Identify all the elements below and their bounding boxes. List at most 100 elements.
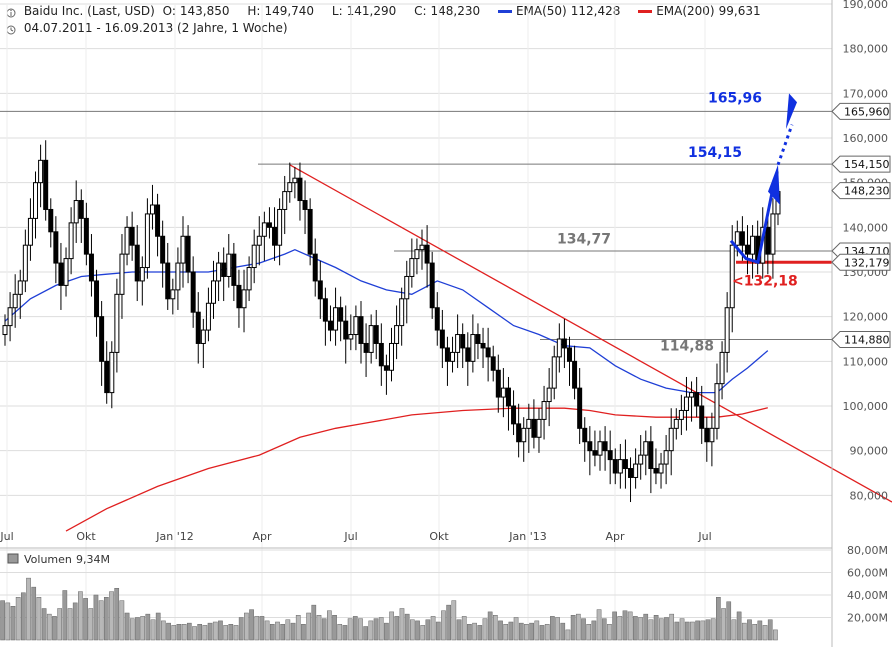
y-tick-label: 180,000 <box>843 43 889 56</box>
date-range: 04.07.2011 - 16.09.2013 (2 Jahre, 1 Woch… <box>23 21 288 35</box>
volume-bar <box>773 629 778 641</box>
volume-bar <box>114 588 120 641</box>
candle <box>63 247 69 297</box>
volume-bar <box>601 618 607 641</box>
candle <box>211 260 217 319</box>
candle <box>78 189 84 243</box>
volume-bar <box>389 611 394 641</box>
price-tag-label: 132,179 <box>844 256 890 269</box>
candle <box>343 305 349 364</box>
candle-body <box>658 463 664 474</box>
candle-body <box>134 244 140 282</box>
y-tick-label: 100,000 <box>843 400 889 413</box>
y-tick-label: 160,000 <box>843 132 889 145</box>
volume-bar <box>482 618 488 641</box>
candle-body <box>48 208 54 233</box>
candle-body <box>205 302 211 331</box>
volume-bar <box>347 618 353 641</box>
candle-body <box>546 387 552 403</box>
y-tick-label: 140,000 <box>843 221 889 234</box>
volume-bar <box>420 625 426 641</box>
candle <box>526 403 532 453</box>
volume-bar <box>477 625 483 641</box>
candle <box>73 180 79 243</box>
y-tick-label: 170,000 <box>843 87 889 100</box>
volume-bar <box>15 597 21 641</box>
candle-body <box>368 325 374 353</box>
candle-body <box>541 401 547 420</box>
volume-bar <box>430 616 436 641</box>
candle-body <box>694 392 700 407</box>
volume-bar <box>435 621 441 641</box>
x-axis: Jul Okt Jan '12 Apr Jul Okt Jan '13 Apr Jul <box>0 530 712 543</box>
ema50-label: EMA(50) <box>515 4 567 18</box>
x-tick-label: Jul <box>0 530 14 543</box>
volume-bar <box>534 620 540 641</box>
volume-bar <box>166 622 171 641</box>
candle-body <box>409 258 415 277</box>
volume-bar <box>731 619 737 641</box>
candle-body <box>495 369 501 398</box>
candle-body <box>221 262 227 277</box>
candle-body <box>78 200 84 219</box>
candle-body <box>561 338 567 349</box>
volume-bar <box>586 624 592 641</box>
volume-bar <box>513 617 519 641</box>
candle-body <box>709 427 715 443</box>
candle-body <box>419 244 425 251</box>
annotation-label: 114,88 <box>660 339 714 355</box>
candle-body <box>633 463 639 478</box>
candle <box>744 225 750 275</box>
candle <box>149 184 155 230</box>
volume-bar <box>72 602 78 641</box>
price-tag-box <box>831 253 891 271</box>
candle <box>587 426 593 476</box>
volume-bar <box>290 622 296 641</box>
candle <box>109 341 115 409</box>
volume-bar <box>570 615 576 641</box>
candle-body <box>678 409 684 420</box>
volume-bar <box>705 619 711 641</box>
candle <box>277 198 283 266</box>
volume-bar <box>544 624 550 641</box>
candle-body <box>450 351 456 362</box>
x-tick-label: Jul <box>697 530 711 543</box>
volume-bar <box>684 621 690 641</box>
candle <box>327 305 333 342</box>
candle <box>22 229 28 293</box>
candle <box>633 448 639 489</box>
candle <box>363 323 369 377</box>
price-tag-label: 154,150 <box>844 158 890 171</box>
volume-bar <box>238 617 244 641</box>
downtrend-line <box>289 164 892 503</box>
volume-icon <box>7 553 19 564</box>
candle <box>17 269 23 319</box>
candle-body <box>551 356 557 389</box>
candle-body <box>566 347 572 362</box>
volume-bar <box>129 618 135 641</box>
candle-body <box>653 468 659 474</box>
volume-bar <box>41 608 47 641</box>
ema200-value: 99,631 <box>718 4 761 18</box>
candle-body <box>165 262 171 300</box>
close-value: 148,230 <box>430 4 481 18</box>
volume-bar <box>409 619 415 641</box>
candle <box>38 144 44 208</box>
volume-bar <box>36 597 42 641</box>
volume-bar <box>269 624 275 641</box>
volume-bar <box>425 619 431 641</box>
volume-bar <box>332 615 337 641</box>
volume-bar <box>394 616 400 641</box>
candle <box>170 278 176 315</box>
candle <box>536 408 542 453</box>
candle-body <box>531 418 537 438</box>
candle-body <box>256 235 262 246</box>
volume-bar <box>487 611 493 641</box>
volume-bar <box>337 624 343 641</box>
high-label: H: <box>247 4 261 18</box>
candle <box>719 341 725 400</box>
price-tag-label: 148,230 <box>844 185 890 198</box>
volume-bar <box>518 622 524 641</box>
candle <box>12 274 18 328</box>
candle <box>648 426 654 494</box>
